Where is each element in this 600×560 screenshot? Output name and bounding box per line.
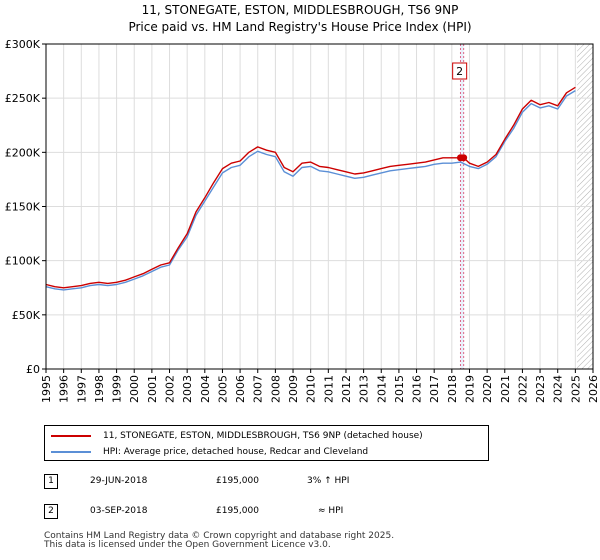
chart-subtitle: Price paid vs. HM Land Registry's House … bbox=[128, 20, 471, 34]
sale-markers bbox=[456, 154, 468, 162]
sale-price: £195,000 bbox=[216, 506, 259, 516]
sale-number-badge: 1 bbox=[44, 474, 58, 489]
price-chart: 11, STONEGATE, ESTON, MIDDLESBROUGH, TS6… bbox=[5, 3, 600, 403]
legend-label-property: 11, STONEGATE, ESTON, MIDDLESBROUGH, TS6… bbox=[103, 431, 423, 441]
annotation-box: 2 bbox=[452, 62, 468, 80]
x-tick-label: 2009 bbox=[287, 375, 300, 403]
sale-hpi-comparison: 3% ↑ HPI bbox=[307, 476, 350, 486]
x-tick-label: 2020 bbox=[481, 375, 494, 403]
y-tick-label: £200K bbox=[5, 146, 41, 159]
footer-line-licence: This data is licensed under the Open Gov… bbox=[44, 540, 331, 550]
series-line-property bbox=[45, 86, 576, 289]
y-tick-label: £50K bbox=[12, 309, 41, 322]
sale-hpi-comparison: ≈ HPI bbox=[318, 506, 344, 516]
x-tick-label: 2012 bbox=[340, 375, 353, 403]
x-tick-label: 2007 bbox=[252, 375, 265, 403]
legend-swatch-property bbox=[51, 435, 91, 437]
annotation-box-frame bbox=[452, 62, 468, 80]
y-tick-label: £0 bbox=[26, 363, 40, 376]
legend-item-hpi: HPI: Average price, detached house, Redc… bbox=[51, 444, 368, 460]
x-tick-label: 1999 bbox=[111, 375, 124, 403]
x-tick-label: 2011 bbox=[322, 375, 335, 403]
legend-swatch-hpi bbox=[51, 451, 91, 453]
x-tick-label: 1995 bbox=[40, 375, 53, 403]
x-axis-ticks: 1995 1996 1997 1998 1999 2000 2001 2002 2003 2004… bbox=[40, 369, 600, 403]
legend-label-hpi: HPI: Average price, detached house, Redc… bbox=[103, 447, 369, 457]
y-tick-label: £300K bbox=[5, 38, 41, 51]
y-tick-label: £150K bbox=[5, 201, 41, 214]
x-tick-label: 2018 bbox=[446, 375, 459, 403]
chart-title: 11, STONEGATE, ESTON, MIDDLESBROUGH, TS6… bbox=[142, 3, 459, 17]
x-tick-label: 2014 bbox=[375, 375, 388, 403]
sale-date: 29-JUN-2018 bbox=[90, 476, 148, 486]
x-tick-label: 2010 bbox=[305, 375, 318, 403]
x-tick-label: 2013 bbox=[358, 375, 371, 403]
x-tick-label: 2022 bbox=[516, 375, 529, 403]
x-tick-label: 1998 bbox=[93, 375, 106, 403]
x-tick-label: 2005 bbox=[216, 375, 229, 403]
x-tick-label: 2006 bbox=[234, 375, 247, 403]
annotation-box-label: 2 bbox=[456, 65, 463, 78]
sale-band bbox=[460, 44, 464, 369]
x-tick-label: 2026 bbox=[587, 375, 600, 403]
sale-price: £195,000 bbox=[216, 476, 259, 486]
legend-item-property: 11, STONEGATE, ESTON, MIDDLESBROUGH, TS6… bbox=[51, 428, 423, 444]
series-lines bbox=[45, 86, 576, 291]
footer-attribution: Contains HM Land Registry data © Crown c… bbox=[44, 532, 394, 550]
sale-vlines bbox=[459, 44, 465, 369]
series-line-hpi bbox=[45, 90, 576, 291]
x-tick-label: 1996 bbox=[58, 375, 71, 403]
y-tick-label: £100K bbox=[5, 255, 41, 268]
x-tick-label: 2004 bbox=[199, 375, 212, 403]
x-tick-label: 1997 bbox=[75, 375, 88, 403]
x-tick-label: 2017 bbox=[428, 375, 441, 403]
x-tick-label: 2025 bbox=[569, 375, 582, 403]
x-tick-label: 2023 bbox=[534, 375, 547, 403]
x-tick-label: 2000 bbox=[128, 375, 141, 403]
x-tick-label: 2016 bbox=[411, 375, 424, 403]
legend: 11, STONEGATE, ESTON, MIDDLESBROUGH, TS6… bbox=[44, 425, 489, 461]
sale-marker-dot bbox=[460, 154, 468, 162]
y-axis-ticks: £0 £50K £100K £150K £200K £250K £300K bbox=[5, 38, 46, 376]
x-tick-label: 2001 bbox=[146, 375, 159, 403]
x-tick-label: 2024 bbox=[552, 375, 565, 403]
x-tick-label: 2008 bbox=[269, 375, 282, 403]
y-tick-label: £250K bbox=[5, 92, 41, 105]
x-tick-label: 2019 bbox=[463, 375, 476, 403]
sale-number-badge: 2 bbox=[44, 504, 58, 519]
x-tick-label: 2015 bbox=[393, 375, 406, 403]
sale-date: 03-SEP-2018 bbox=[90, 506, 148, 516]
x-tick-label: 2002 bbox=[164, 375, 177, 403]
footer-line-copyright: Contains HM Land Registry data © Crown c… bbox=[44, 531, 395, 541]
x-tick-label: 2003 bbox=[181, 375, 194, 403]
x-tick-label: 2021 bbox=[499, 375, 512, 403]
